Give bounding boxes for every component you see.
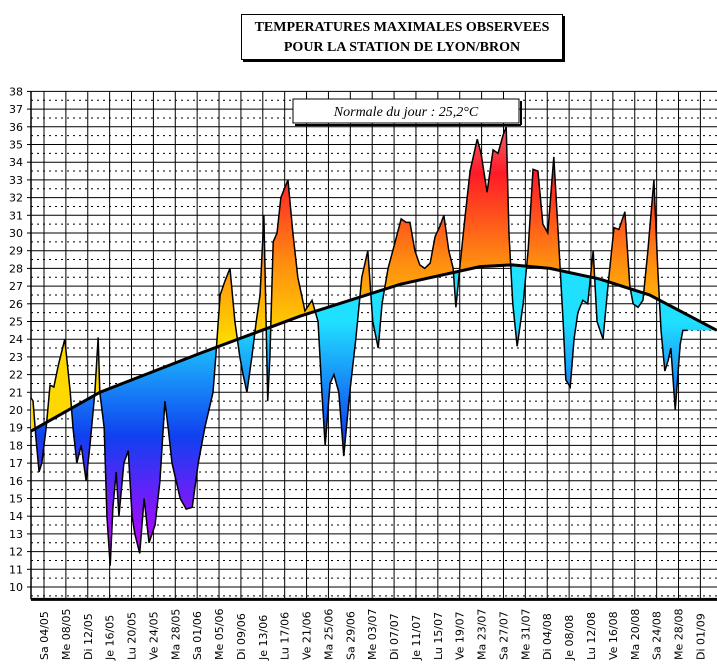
y-tick-label: 14 bbox=[9, 510, 23, 523]
data-points bbox=[30, 126, 689, 567]
y-tick-label: 38 bbox=[9, 85, 23, 98]
chart-title: TEMPERATURES MAXIMALES OBSERVEES POUR LA… bbox=[241, 14, 563, 60]
y-tick-label: 24 bbox=[9, 333, 23, 346]
x-tick-label: Lu 15/07 bbox=[432, 612, 445, 660]
x-tick-label: Ve 24/05 bbox=[147, 611, 160, 660]
x-tick-label: Sa 04/05 bbox=[38, 611, 51, 660]
x-tick-label: Me 31/07 bbox=[519, 609, 532, 660]
y-tick-label: 30 bbox=[9, 227, 23, 240]
x-tick-label: Sa 29/06 bbox=[344, 611, 357, 660]
y-tick-label: 21 bbox=[9, 386, 23, 399]
x-tick-label: Ve 21/06 bbox=[301, 611, 314, 660]
x-tick-label: Je 11/07 bbox=[410, 615, 423, 661]
y-tick-label: 15 bbox=[9, 493, 23, 506]
y-tick-label: 28 bbox=[9, 262, 23, 275]
x-tick-label: Di 09/06 bbox=[235, 613, 248, 660]
y-tick-label: 16 bbox=[9, 475, 23, 488]
y-tick-label: 12 bbox=[9, 546, 23, 559]
x-tick-label: Di 12/05 bbox=[82, 613, 95, 660]
y-tick-label: 20 bbox=[9, 404, 23, 417]
x-tick-label: Lu 20/05 bbox=[126, 612, 139, 660]
x-tick-label: Lu 17/06 bbox=[279, 612, 292, 660]
normal-annotation-text: Normale du jour : 25,2°C bbox=[333, 105, 479, 120]
x-tick-label: Je 16/05 bbox=[104, 615, 117, 661]
y-tick-label: 33 bbox=[9, 174, 23, 187]
y-tick-label: 27 bbox=[9, 280, 23, 293]
chart-title-line-1: TEMPERATURES MAXIMALES OBSERVEES bbox=[254, 20, 550, 35]
y-tick-label: 35 bbox=[9, 139, 23, 152]
x-tick-label: Me 03/07 bbox=[366, 609, 379, 660]
x-tick-label: Ma 23/07 bbox=[476, 609, 489, 660]
x-tick-label: Di 07/07 bbox=[388, 613, 401, 660]
normal-annotation-box bbox=[292, 98, 520, 124]
x-tick-label: Ma 28/05 bbox=[169, 609, 182, 660]
y-tick-label: 31 bbox=[9, 209, 23, 222]
y-tick-label: 34 bbox=[9, 156, 23, 169]
x-tick-label: Je 08/08 bbox=[563, 615, 576, 661]
x-tick-label: Sa 24/08 bbox=[651, 611, 664, 660]
y-tick-label: 25 bbox=[9, 316, 23, 329]
x-tick-label: Ma 25/06 bbox=[322, 609, 335, 660]
x-tick-label: Sa 01/06 bbox=[191, 611, 204, 660]
y-tick-label: 32 bbox=[9, 192, 23, 205]
y-tick-label: 10 bbox=[9, 581, 23, 594]
x-tick-label: Ve 16/08 bbox=[607, 611, 620, 660]
y-tick-label: 36 bbox=[9, 121, 23, 134]
y-tick-label: 26 bbox=[9, 298, 23, 311]
y-tick-label: 17 bbox=[9, 457, 23, 470]
x-tick-label: Je 13/06 bbox=[257, 615, 270, 661]
above-normal-area bbox=[30, 126, 717, 432]
x-tick-label: Ve 19/07 bbox=[454, 611, 467, 660]
x-tick-label: Me 08/05 bbox=[60, 609, 73, 660]
x-tick-label: Me 05/06 bbox=[213, 609, 226, 660]
y-tick-label: 13 bbox=[9, 528, 23, 541]
chart-title-line-2: POUR LA STATION DE LYON/BRON bbox=[283, 40, 521, 55]
y-tick-label: 23 bbox=[9, 351, 23, 364]
x-tick-label: Me 28/08 bbox=[673, 609, 686, 660]
y-tick-label: 18 bbox=[9, 439, 23, 452]
y-tick-label: 22 bbox=[9, 369, 23, 382]
x-tick-label: Lu 12/08 bbox=[585, 612, 598, 660]
x-tick-label: Sa 27/07 bbox=[497, 611, 510, 660]
x-tick-label: Di 01/09 bbox=[694, 613, 707, 660]
below-normal-area bbox=[30, 264, 717, 566]
normal-line bbox=[30, 263, 717, 433]
x-tick-label: Ma 20/08 bbox=[629, 609, 642, 660]
y-tick-label: 11 bbox=[9, 563, 23, 576]
x-tick-label: Di 04/08 bbox=[541, 613, 554, 660]
y-tick-label: 29 bbox=[9, 245, 23, 258]
y-tick-label: 19 bbox=[9, 422, 23, 435]
y-tick-label: 37 bbox=[9, 103, 23, 116]
temperature-line bbox=[30, 126, 688, 566]
